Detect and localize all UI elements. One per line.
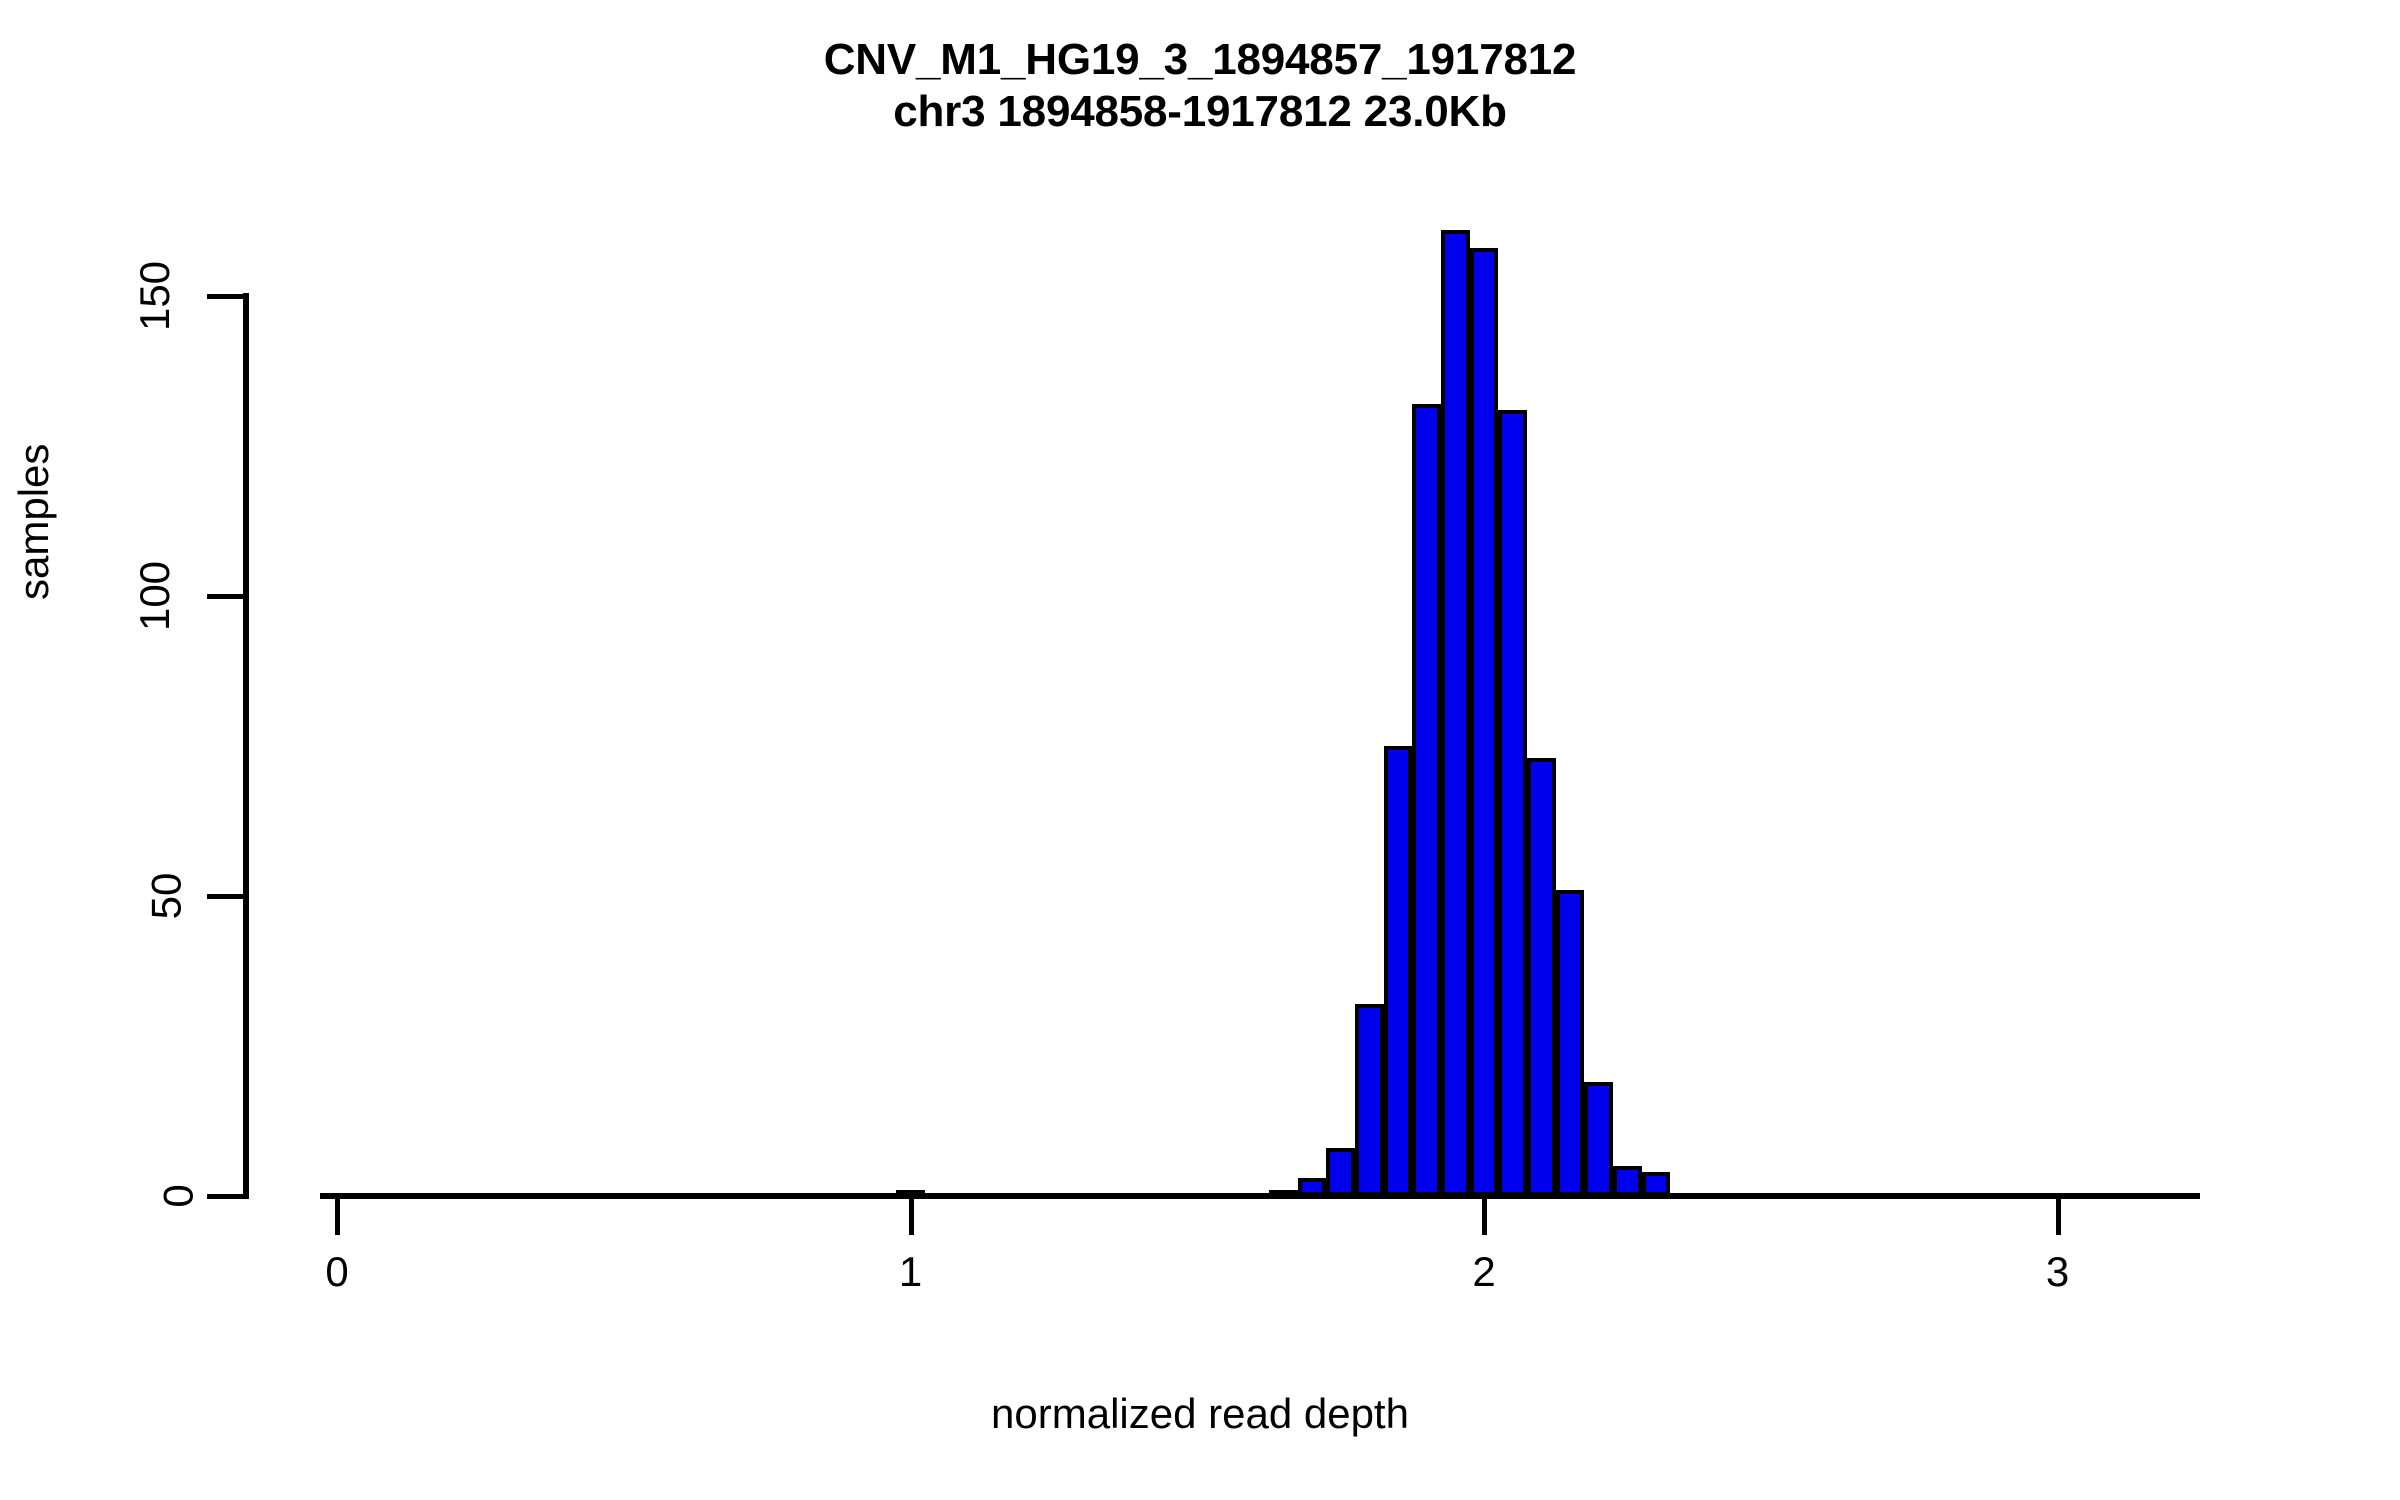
x-axis-title: normalized read depth (991, 1390, 1409, 1437)
y-axis-tick (207, 294, 243, 299)
histogram-bar (1613, 1166, 1642, 1196)
histogram-bar (1383, 746, 1413, 1196)
x-axis-tick-label: 1 (898, 1248, 923, 1295)
y-axis-tick-label: 0 (154, 1184, 202, 1208)
plot-title-line-1: CNV_M1_HG19_3_1894857_1917812 (823, 35, 1577, 84)
x-axis-tick-label: 2 (1472, 1248, 1496, 1295)
y-axis-tick (207, 1194, 243, 1199)
histogram-bar (1527, 758, 1556, 1196)
histogram-bar (1469, 248, 1499, 1196)
x-axis-tick (2055, 1199, 2061, 1235)
x-axis-line (320, 1193, 2200, 1199)
x-axis-tick-label: 0 (325, 1248, 349, 1295)
y-axis-tick-label: 50 (142, 872, 190, 920)
x-axis-tick (908, 1199, 914, 1235)
histogram-bar (1498, 410, 1527, 1196)
histogram-bar (1555, 890, 1585, 1196)
plot-title-line-2: chr3 1894858-1917812 23.0Kb (893, 86, 1507, 136)
y-axis-tick-label: 150 (130, 260, 178, 332)
histogram-bar (1326, 1148, 1355, 1196)
y-axis-tick (207, 594, 243, 599)
histogram-bar (1440, 230, 1470, 1196)
histogram-bar (1412, 404, 1441, 1196)
histogram-bar (1584, 1082, 1614, 1196)
x-axis-tick (335, 1199, 340, 1235)
histogram-bar (1354, 1004, 1384, 1196)
plot-title: CNV_M1_HG19_3_1894857_1917812 chr3 18948… (0, 34, 2400, 138)
x-axis-tick-label: 3 (2045, 1248, 2070, 1295)
x-axis-tick (1482, 1199, 1487, 1235)
y-axis-title: samples (10, 443, 57, 600)
y-axis-tick (207, 894, 243, 899)
y-axis-line (243, 293, 249, 1199)
